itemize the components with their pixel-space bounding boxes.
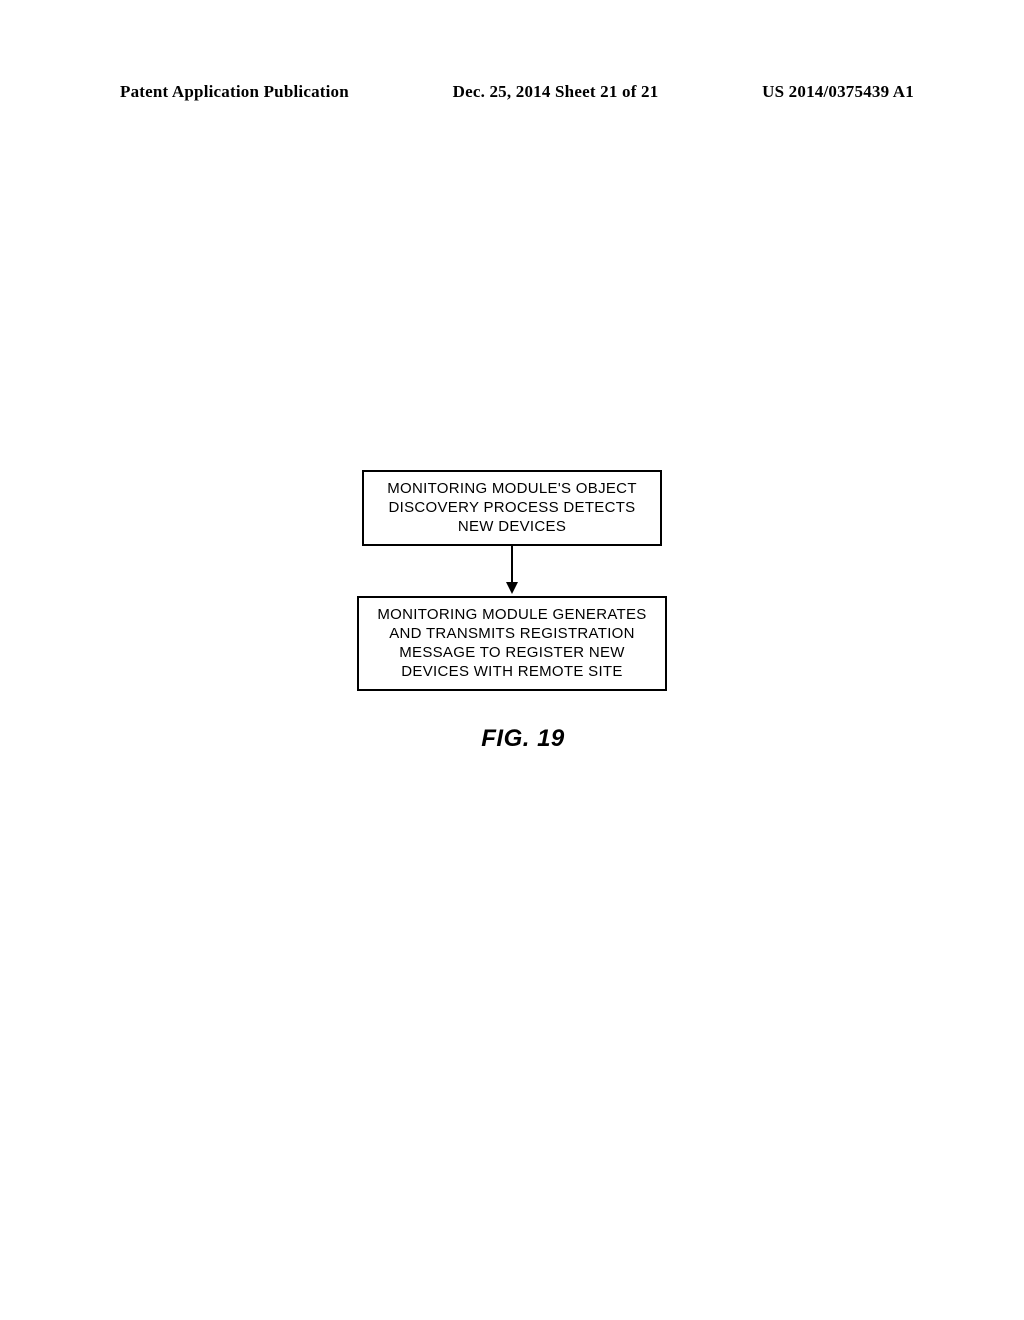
flow-node-2: MONITORING MODULE GENERATES AND TRANSMIT… bbox=[357, 596, 667, 691]
flow-node-2-line: MESSAGE TO REGISTER NEW bbox=[377, 644, 647, 663]
header-right: US 2014/0375439 A1 bbox=[762, 82, 914, 102]
figure-caption: FIG. 19 bbox=[481, 725, 565, 753]
flow-node-1-line: DISCOVERY PROCESS DETECTS bbox=[382, 499, 642, 518]
arrow-down-icon bbox=[502, 546, 522, 596]
page-header: Patent Application Publication Dec. 25, … bbox=[120, 82, 914, 102]
flow-node-2-line: MONITORING MODULE GENERATES bbox=[377, 606, 647, 625]
header-center: Dec. 25, 2014 Sheet 21 of 21 bbox=[453, 82, 659, 102]
flow-arrow-1 bbox=[502, 546, 522, 596]
flow-node-1-line: MONITORING MODULE'S OBJECT bbox=[382, 480, 642, 499]
header-left: Patent Application Publication bbox=[120, 82, 349, 102]
flow-node-1: MONITORING MODULE'S OBJECT DISCOVERY PRO… bbox=[362, 470, 662, 546]
flow-node-2-line: DEVICES WITH REMOTE SITE bbox=[377, 663, 647, 682]
page: Patent Application Publication Dec. 25, … bbox=[0, 0, 1024, 1320]
figure-19: MONITORING MODULE'S OBJECT DISCOVERY PRO… bbox=[0, 470, 1024, 753]
flow-node-2-line: AND TRANSMITS REGISTRATION bbox=[377, 625, 647, 644]
flow-node-1-line: NEW DEVICES bbox=[382, 518, 642, 537]
